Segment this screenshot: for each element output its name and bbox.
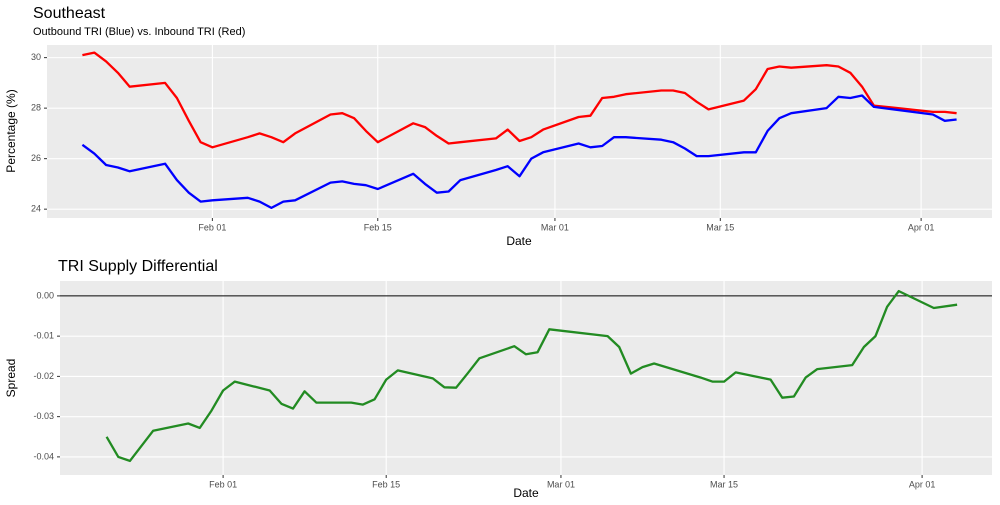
x-tick-label: Feb 01: [209, 479, 237, 489]
chart-title: TRI Supply Differential: [58, 258, 218, 275]
x-tick-label: Feb 15: [372, 479, 400, 489]
x-tick-label: Feb 15: [364, 222, 392, 232]
chart-title: Southeast: [33, 5, 106, 22]
y-tick-label: -0.03: [33, 411, 54, 421]
x-tick-label: Mar 01: [541, 222, 569, 232]
x-tick-label: Mar 15: [710, 479, 738, 489]
y-tick-label: -0.01: [33, 331, 54, 341]
x-tick-label: Feb 01: [198, 222, 226, 232]
y-tick-label: 0.00: [36, 290, 54, 300]
x-axis-label: Date: [513, 486, 539, 500]
y-tick-label: 28: [31, 103, 41, 113]
y-tick-label: -0.02: [33, 371, 54, 381]
x-tick-label: Apr 01: [909, 479, 936, 489]
data-line: [105, 289, 958, 463]
y-tick-label: -0.04: [33, 451, 54, 461]
plot-panel: [60, 281, 992, 475]
x-tick-label: Mar 15: [706, 222, 734, 232]
chart-subtitle: Outbound TRI (Blue) vs. Inbound TRI (Red…: [33, 26, 245, 38]
y-tick-label: 24: [31, 204, 41, 214]
plot-panel: [47, 45, 992, 218]
x-tick-label: Apr 01: [908, 222, 935, 232]
y-axis-label: Percentage (%): [4, 89, 18, 172]
data-line: [82, 51, 957, 149]
y-axis-label: Spread: [4, 359, 18, 398]
data-line: [81, 94, 957, 210]
y-tick-label: 30: [31, 52, 41, 62]
y-tick-label: 26: [31, 153, 41, 163]
x-tick-label: Mar 01: [547, 479, 575, 489]
x-axis-label: Date: [506, 234, 532, 248]
